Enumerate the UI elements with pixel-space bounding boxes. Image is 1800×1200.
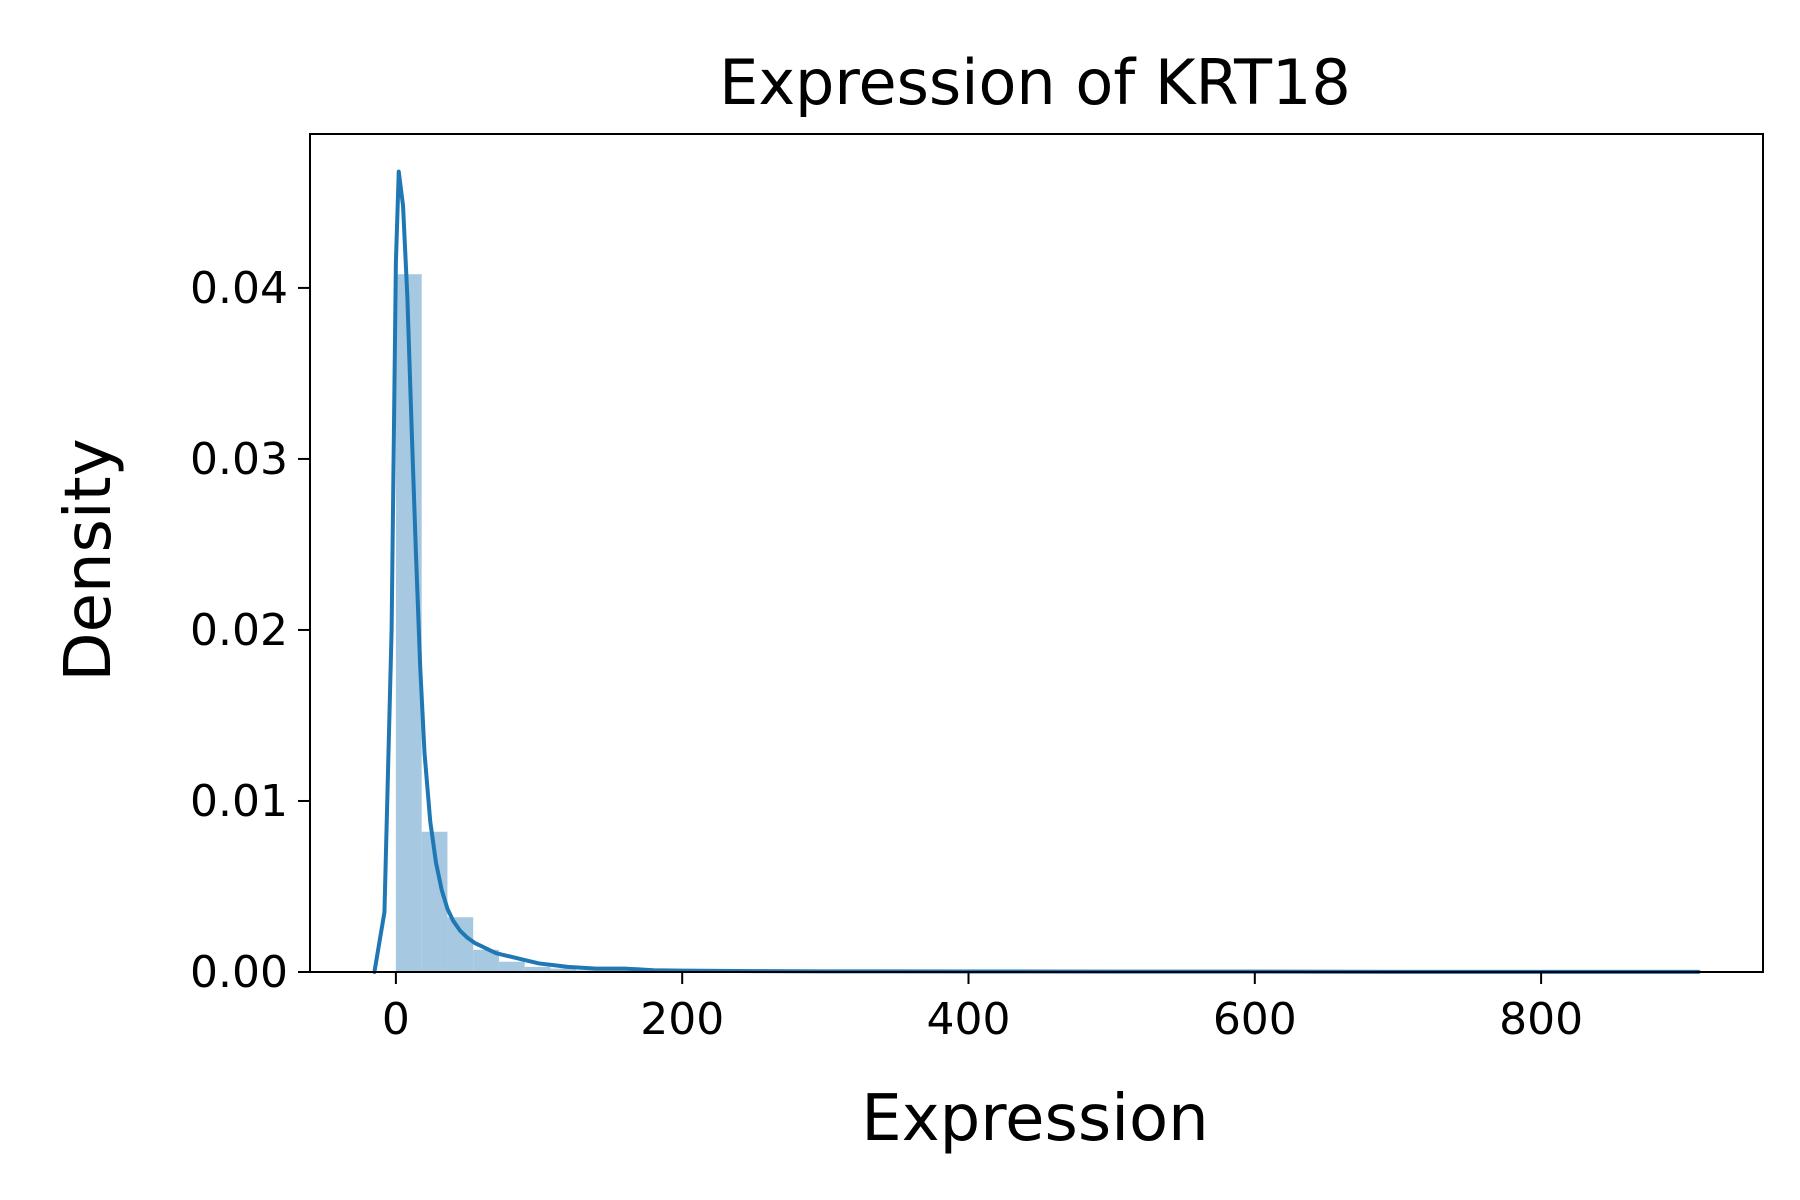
histogram-bars [395,274,1699,972]
histogram-bar [498,961,525,972]
kde-layer [372,169,1701,974]
ticks-layer: 0 200 400 600 800 0.00 0.01 0.02 0.03 0.04 [190,263,1583,1045]
histogram-bar [447,917,474,972]
x-tick-label: 0 [382,994,410,1045]
y-tick-label: 0.01 [190,776,288,827]
plot-frame [309,133,1764,973]
y-tick-label: 0.02 [190,605,288,656]
kde-line [372,169,1701,974]
y-tick-label: 0.00 [190,947,288,998]
x-tick-label: 600 [1213,994,1297,1045]
histogram-bar [550,968,577,972]
y-tick-label: 0.03 [190,434,288,485]
x-tick-label: 800 [1499,994,1583,1045]
chart-title: Expression of KRT18 [719,46,1351,119]
y-axis-title: Density [52,438,126,681]
x-tick-label: 200 [640,994,724,1045]
histogram-bar [473,949,499,972]
x-axis-title: Expression [861,1082,1208,1156]
histogram-bar [524,966,551,972]
axes-layer [309,133,1764,973]
y-tick-label: 0.04 [190,263,288,314]
x-tick-label: 400 [927,994,1011,1045]
